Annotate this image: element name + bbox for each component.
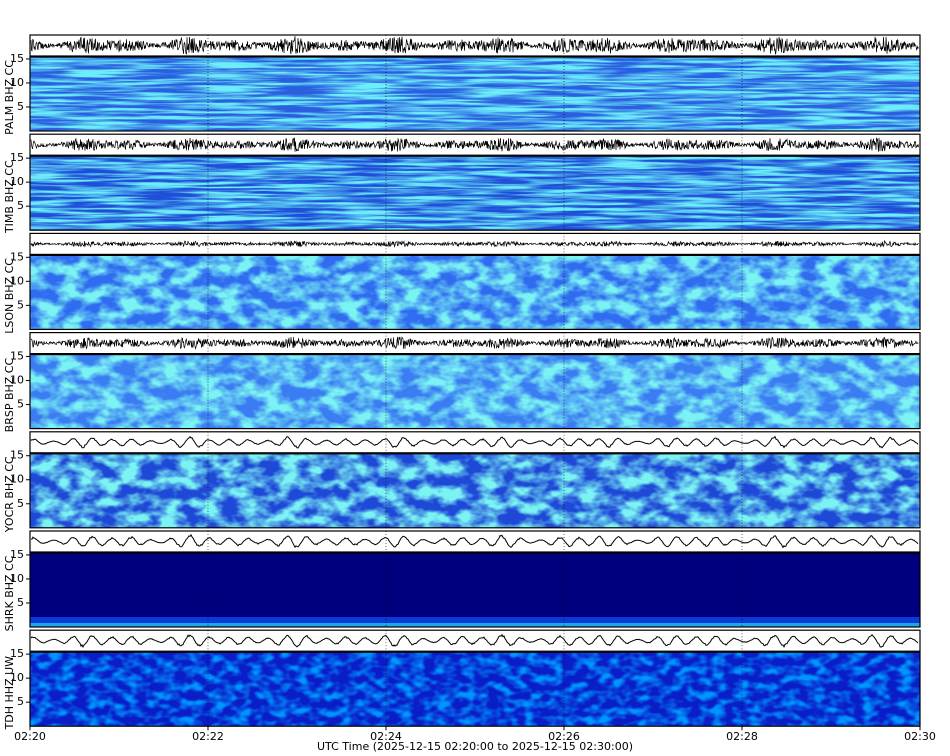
- y-tick-label: 5: [17, 695, 24, 708]
- spectrogram-band: [30, 623, 920, 627]
- waveform: [30, 336, 919, 351]
- waveform-frame: [29, 133, 921, 156]
- station-label: YOCR BHZ CC: [3, 456, 16, 533]
- waveform: [31, 533, 919, 549]
- waveform-frame: [29, 34, 921, 57]
- y-tick-label: 10: [10, 572, 24, 585]
- waveform: [30, 137, 919, 152]
- y-tick-label: 15: [10, 52, 24, 65]
- y-tick-label: 15: [10, 250, 24, 263]
- y-tick-label: 15: [10, 151, 24, 164]
- waveform: [30, 633, 919, 649]
- x-axis-label: UTC Time (2025-12-15 02:20:00 to 2025-12…: [317, 740, 633, 753]
- x-tick-label: 02:26: [548, 730, 580, 743]
- y-tick-label: 5: [17, 100, 24, 113]
- spectrogram-texture: [30, 57, 920, 131]
- y-tick-label: 15: [10, 449, 24, 462]
- waveform-frame: [29, 629, 921, 652]
- y-tick-label: 5: [17, 398, 24, 411]
- spectrogram-texture: [30, 652, 920, 727]
- y-tick-label: 5: [17, 199, 24, 212]
- spectrogram-band: [30, 617, 920, 627]
- waveform-frame: [29, 431, 921, 454]
- y-tick-label: 10: [10, 671, 24, 684]
- x-tick-label: 02:22: [192, 730, 224, 743]
- spectrogram-texture: [30, 354, 920, 429]
- y-tick-label: 15: [10, 548, 24, 561]
- y-tick-label: 5: [17, 596, 24, 609]
- x-tick-label: 02:24: [370, 730, 402, 743]
- spectrogram-base: [30, 553, 920, 627]
- station-label: PALM BHZ CC: [3, 60, 16, 135]
- spectrogram-texture: [30, 156, 920, 231]
- waveform-frame: [29, 232, 921, 255]
- waveform-frame: [29, 530, 921, 553]
- x-tick-label: 02:28: [726, 730, 758, 743]
- waveform: [30, 239, 919, 248]
- y-tick-label: 10: [10, 374, 24, 387]
- waveform: [30, 435, 919, 449]
- y-tick-label: 10: [10, 473, 24, 486]
- waveform-frame: [29, 332, 921, 355]
- y-tick-label: 15: [10, 647, 24, 660]
- waveform: [30, 36, 919, 55]
- x-tick-label: 02:20: [14, 730, 46, 743]
- station-label: TDH HHZ UW: [3, 656, 16, 731]
- spectrogram-texture: [30, 453, 920, 528]
- y-tick-label: 10: [10, 76, 24, 89]
- y-tick-label: 10: [10, 274, 24, 287]
- spectrogram-texture: [30, 255, 920, 330]
- station-label: TIMB BHZ CC: [3, 160, 16, 234]
- y-tick-label: 15: [10, 350, 24, 363]
- station-label: LSON BHZ CC: [3, 258, 16, 334]
- y-tick-label: 5: [17, 497, 24, 510]
- station-label: BRSP BHZ CC: [3, 358, 16, 433]
- y-tick-label: 5: [17, 298, 24, 311]
- x-tick-label: 02:30: [904, 730, 936, 743]
- y-tick-label: 10: [10, 175, 24, 188]
- station-label: SHRK BHZ CC: [3, 555, 16, 631]
